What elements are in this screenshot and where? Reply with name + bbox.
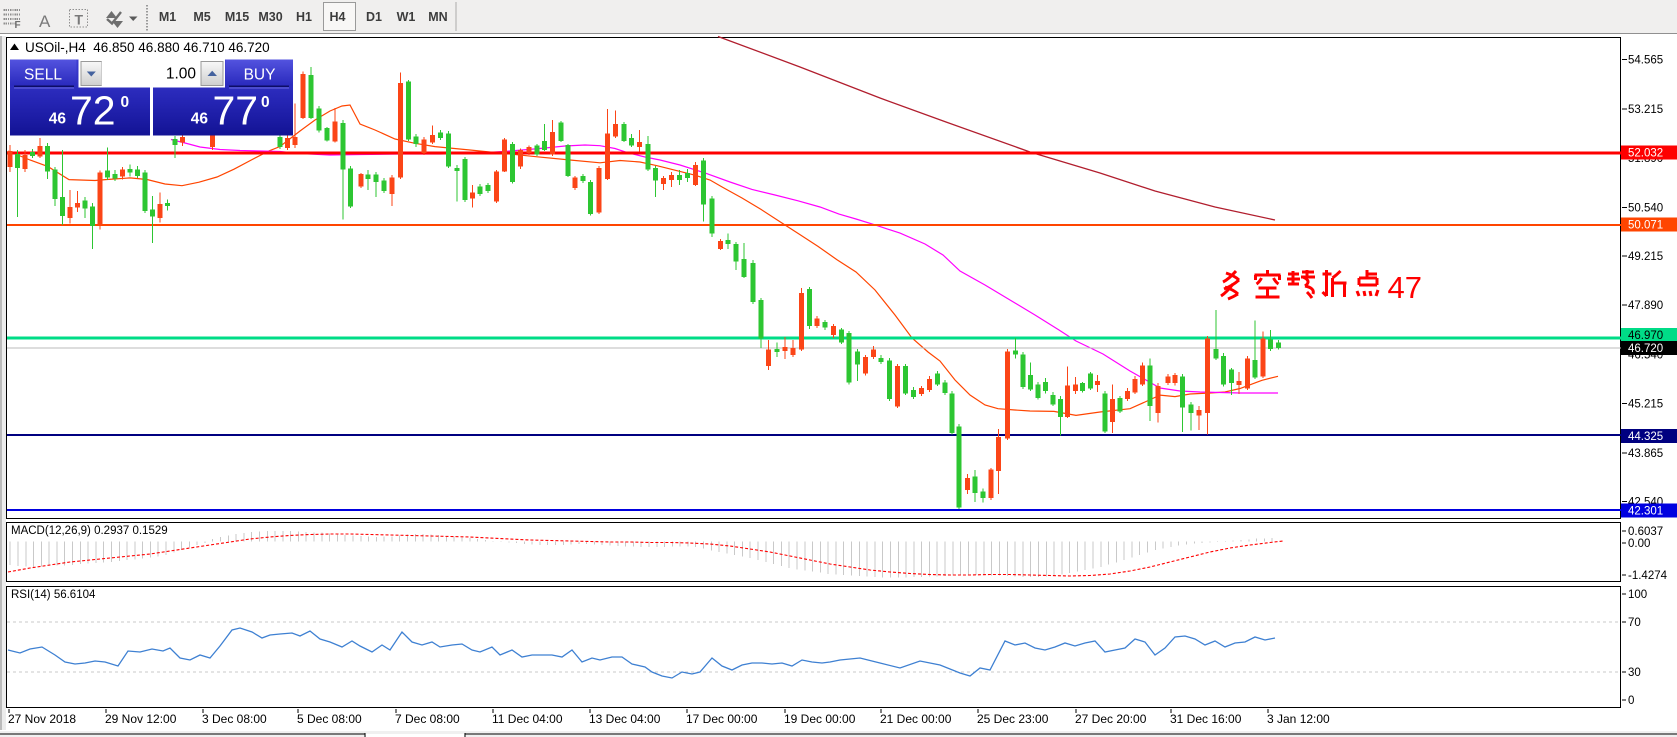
svg-text:M1: M1 bbox=[159, 10, 176, 24]
svg-text:46.720: 46.720 bbox=[1628, 343, 1663, 355]
svg-text:M5: M5 bbox=[193, 10, 210, 24]
svg-text:54.565: 54.565 bbox=[1628, 54, 1663, 66]
svg-text:49.215: 49.215 bbox=[1628, 251, 1663, 263]
svg-text:D1: D1 bbox=[366, 10, 382, 24]
svg-text:1.00: 1.00 bbox=[166, 66, 197, 83]
svg-text:100: 100 bbox=[1628, 589, 1647, 601]
svg-text:3 Dec 08:00: 3 Dec 08:00 bbox=[202, 712, 267, 726]
svg-text:0: 0 bbox=[261, 94, 270, 111]
svg-text:7 Dec 08:00: 7 Dec 08:00 bbox=[395, 712, 460, 726]
svg-text:M30: M30 bbox=[258, 10, 282, 24]
svg-text:19 Dec 00:00: 19 Dec 00:00 bbox=[784, 712, 856, 726]
svg-text:21 Dec 00:00: 21 Dec 00:00 bbox=[880, 712, 952, 726]
svg-text:45.215: 45.215 bbox=[1628, 398, 1663, 410]
svg-text:SELL: SELL bbox=[24, 67, 62, 84]
svg-text:RSI(14) 56.6104: RSI(14) 56.6104 bbox=[11, 589, 96, 601]
svg-text:50.540: 50.540 bbox=[1628, 202, 1663, 214]
svg-text:W1: W1 bbox=[397, 10, 416, 24]
svg-text:11 Dec 04:00: 11 Dec 04:00 bbox=[492, 712, 563, 726]
svg-text:A: A bbox=[39, 12, 51, 31]
svg-text:77: 77 bbox=[213, 88, 259, 134]
svg-text:31 Dec 16:00: 31 Dec 16:00 bbox=[1170, 712, 1242, 726]
svg-text:MACD(12,26,9) 0.2937 0.1529: MACD(12,26,9) 0.2937 0.1529 bbox=[11, 525, 168, 537]
svg-text:52.032: 52.032 bbox=[1628, 148, 1663, 160]
svg-text:46: 46 bbox=[191, 111, 209, 128]
svg-text:43.865: 43.865 bbox=[1628, 448, 1663, 460]
svg-text:46.970: 46.970 bbox=[1628, 330, 1663, 342]
svg-text:29 Nov 12:00: 29 Nov 12:00 bbox=[105, 712, 177, 726]
svg-text:70: 70 bbox=[1628, 617, 1641, 629]
svg-text:H1: H1 bbox=[296, 10, 312, 24]
svg-text:27 Dec 20:00: 27 Dec 20:00 bbox=[1075, 712, 1147, 726]
svg-text:47: 47 bbox=[1388, 270, 1422, 305]
svg-text:0: 0 bbox=[121, 94, 130, 111]
svg-text:5 Dec 08:00: 5 Dec 08:00 bbox=[297, 712, 362, 726]
svg-text:3 Jan 12:00: 3 Jan 12:00 bbox=[1267, 712, 1330, 726]
svg-text:13 Dec 04:00: 13 Dec 04:00 bbox=[589, 712, 661, 726]
svg-text:BUY: BUY bbox=[244, 67, 276, 84]
svg-text:72: 72 bbox=[70, 88, 116, 134]
svg-text:USOil-,H4 46.850 46.880 46.71: USOil-,H4 46.850 46.880 46.710 46.720 bbox=[25, 40, 270, 55]
svg-text:H4: H4 bbox=[330, 10, 346, 24]
svg-text:42.301: 42.301 bbox=[1628, 506, 1663, 518]
svg-text:46: 46 bbox=[49, 111, 67, 128]
svg-text:25 Dec 23:00: 25 Dec 23:00 bbox=[977, 712, 1049, 726]
svg-text:47.890: 47.890 bbox=[1628, 300, 1663, 312]
svg-text:53.215: 53.215 bbox=[1628, 104, 1663, 116]
svg-text:MN: MN bbox=[428, 10, 447, 24]
svg-text:17 Dec 00:00: 17 Dec 00:00 bbox=[686, 712, 758, 726]
svg-text:-1.4274: -1.4274 bbox=[1628, 570, 1668, 582]
svg-text:30: 30 bbox=[1628, 667, 1641, 679]
svg-text:27 Nov 2018: 27 Nov 2018 bbox=[8, 712, 76, 726]
svg-text:T: T bbox=[75, 12, 84, 28]
svg-text:F: F bbox=[15, 20, 21, 31]
svg-text:44.325: 44.325 bbox=[1628, 431, 1663, 443]
svg-text:0.00: 0.00 bbox=[1628, 538, 1650, 550]
svg-text:50.071: 50.071 bbox=[1628, 220, 1663, 232]
svg-text:M15: M15 bbox=[225, 10, 249, 24]
svg-text:0.6037: 0.6037 bbox=[1628, 526, 1663, 538]
svg-text:0: 0 bbox=[1628, 695, 1634, 707]
